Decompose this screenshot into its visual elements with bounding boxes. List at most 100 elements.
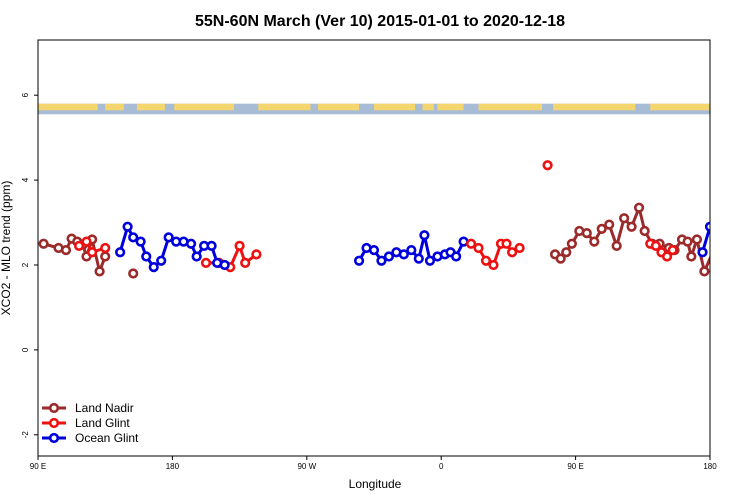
data-point xyxy=(633,202,645,213)
map-land xyxy=(478,103,542,111)
data-point xyxy=(730,263,738,271)
data-point xyxy=(555,253,566,264)
y-axis: -2 0 2 4 6 xyxy=(21,92,38,438)
data-point xyxy=(383,251,395,262)
data-point xyxy=(465,238,477,249)
map-land xyxy=(553,103,636,111)
data-point xyxy=(682,236,693,247)
data-point xyxy=(185,238,197,249)
data-point xyxy=(128,232,139,243)
data-point xyxy=(736,257,744,265)
data-point xyxy=(686,251,697,262)
y-tick-label: 4 xyxy=(21,177,30,182)
data-point xyxy=(240,257,251,268)
legend-label: Land Nadir xyxy=(75,401,134,415)
legend-label: Land Glint xyxy=(75,416,130,430)
data-point xyxy=(206,240,217,251)
y-tick-label: 0 xyxy=(21,347,30,352)
legend-marker xyxy=(48,417,60,429)
data-point xyxy=(94,266,105,277)
map-land xyxy=(374,103,416,111)
data-point xyxy=(353,255,365,266)
data-point xyxy=(413,253,424,264)
data-point xyxy=(100,242,111,254)
data-point xyxy=(704,221,710,232)
data-point xyxy=(661,251,673,262)
data-point xyxy=(163,232,174,243)
data-point xyxy=(141,251,152,262)
map-land xyxy=(174,103,234,111)
data-point xyxy=(424,255,436,266)
series-land-nadir xyxy=(38,202,735,279)
data-point xyxy=(514,242,525,254)
x-tick-label: 90 E xyxy=(567,462,583,471)
data-point xyxy=(200,257,212,268)
data-point xyxy=(376,255,387,266)
data-point xyxy=(566,238,577,249)
data-point xyxy=(589,236,600,247)
map-land xyxy=(437,103,464,111)
data-point xyxy=(719,246,727,254)
data-point xyxy=(604,219,615,230)
data-point xyxy=(135,236,146,247)
map-land xyxy=(318,103,360,111)
series-land-glint xyxy=(465,238,525,271)
map-land xyxy=(258,103,311,111)
data-point xyxy=(639,225,650,237)
data-point xyxy=(473,242,484,254)
data-point xyxy=(38,238,49,249)
series-layer xyxy=(38,160,744,279)
data-point xyxy=(81,236,92,247)
data-point xyxy=(727,244,735,252)
data-point xyxy=(697,247,708,258)
data-point xyxy=(691,234,703,245)
data-point xyxy=(712,234,720,242)
y-tick-label: 6 xyxy=(21,92,30,97)
chart-title: 55N-60N March (Ver 10) 2015-01-01 to 202… xyxy=(195,13,565,30)
y-axis-label: XCO2 - MLO trend (ppm) xyxy=(0,181,13,316)
legend-item: Land Nadir xyxy=(42,401,134,415)
data-point xyxy=(128,268,139,279)
data-point xyxy=(87,247,98,258)
legend-item: Land Glint xyxy=(42,416,130,430)
x-tick-label: 90 W xyxy=(297,462,316,471)
data-point xyxy=(406,245,417,256)
data-point xyxy=(650,240,661,251)
data-point xyxy=(717,238,725,246)
data-point xyxy=(60,245,72,256)
data-point xyxy=(368,245,380,256)
data-point xyxy=(619,213,630,224)
data-point xyxy=(507,247,518,258)
x-tick-label: 90 E xyxy=(30,462,46,471)
legend-label: Ocean Glint xyxy=(75,431,139,445)
y-tick-label: -2 xyxy=(21,431,30,439)
map-land xyxy=(650,103,710,111)
data-point xyxy=(611,240,622,251)
data-point xyxy=(251,249,262,260)
data-point xyxy=(542,160,553,171)
data-point xyxy=(488,259,499,271)
data-point xyxy=(191,251,202,262)
world-map-strip xyxy=(38,103,710,115)
data-point xyxy=(419,230,430,241)
data-point xyxy=(219,259,230,271)
map-land xyxy=(105,103,124,111)
y-tick-label: 2 xyxy=(21,262,30,267)
map-land xyxy=(422,103,434,111)
data-point xyxy=(626,221,637,232)
data-point xyxy=(398,249,409,260)
map-land xyxy=(38,103,98,111)
data-point xyxy=(667,245,678,256)
data-point xyxy=(115,247,126,258)
data-point xyxy=(561,247,572,258)
data-point xyxy=(501,238,512,249)
x-axis: 90 E 180 90 W 0 90 E 180 xyxy=(30,456,717,471)
plot-frame xyxy=(37,39,711,457)
legend-marker xyxy=(48,432,60,444)
data-point xyxy=(234,240,245,251)
data-point xyxy=(156,255,167,266)
data-point xyxy=(699,266,710,277)
series-ocean-glint xyxy=(115,221,744,273)
